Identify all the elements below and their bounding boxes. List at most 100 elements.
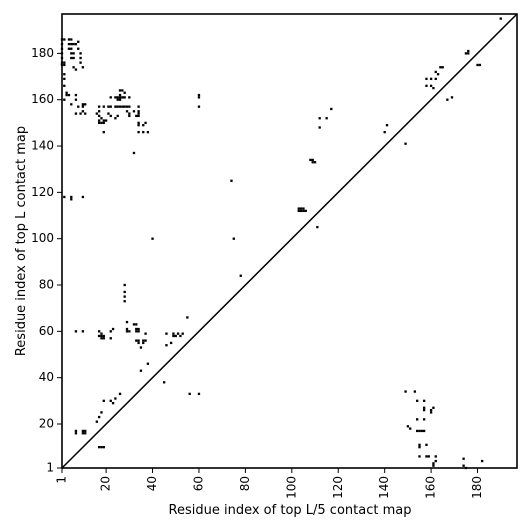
contact-point-top-l5	[420, 429, 423, 433]
contact-point-top-l5	[416, 429, 419, 433]
contact-point-top-l	[123, 283, 126, 287]
contact-point-top-l	[429, 77, 433, 81]
contact-point-top-l	[74, 429, 78, 433]
contact-point-top-l	[311, 158, 314, 162]
contact-point-top-l	[63, 195, 66, 199]
contact-point-top-l	[67, 47, 71, 50]
y-tick-label: 160	[31, 92, 54, 106]
y-tick-label: 180	[31, 46, 54, 60]
contact-point-top-l	[325, 117, 328, 120]
contact-point-top-l	[118, 96, 122, 99]
contact-point-top-l	[302, 207, 305, 210]
x-tick-label: 1	[55, 476, 69, 484]
contact-point-top-l	[123, 300, 126, 303]
contact-point-top-l	[109, 337, 112, 340]
contact-point-top-l	[385, 124, 389, 127]
x-tick-label: 160	[424, 476, 438, 499]
x-axis-label: Residue index of top L/5 contact map	[169, 503, 412, 518]
contact-point-top-l	[100, 445, 103, 449]
contact-point-top-l	[123, 290, 126, 294]
contact-point-top-l	[172, 332, 175, 335]
contact-point-top-l	[114, 397, 117, 400]
y-tick-label: 1	[46, 461, 54, 475]
contact-point-top-l5	[422, 399, 426, 402]
contact-point-top-l	[464, 52, 468, 55]
contact-point-top-l	[121, 105, 124, 108]
contact-point-top-l	[74, 112, 78, 115]
contact-point-top-l	[137, 124, 140, 127]
contact-point-top-l	[67, 38, 71, 41]
contact-point-top-l	[499, 17, 502, 20]
contact-point-top-l	[135, 327, 138, 331]
contact-point-top-l	[95, 112, 98, 115]
contact-point-top-l	[179, 334, 182, 338]
contact-point-top-l5	[418, 445, 421, 449]
contact-point-top-l5	[429, 411, 433, 414]
contact-point-top-l5	[425, 443, 428, 446]
contact-point-top-l	[165, 344, 168, 347]
contact-point-top-l	[77, 105, 80, 108]
contact-point-top-l	[114, 117, 117, 120]
contact-point-top-l	[137, 105, 140, 108]
x-tick-label: 180	[470, 476, 484, 499]
contact-point-top-l	[132, 151, 136, 155]
contact-point-top-l	[197, 105, 201, 108]
contact-point-top-l	[139, 346, 143, 349]
contact-point-top-l	[79, 112, 82, 115]
contact-point-top-l	[142, 341, 145, 345]
y-tick-label: 100	[31, 231, 54, 245]
contact-point-top-l	[116, 98, 119, 101]
contact-point-top-l	[102, 445, 105, 449]
contact-point-top-l	[121, 96, 124, 99]
contact-point-top-l	[97, 119, 101, 122]
contact-point-top-l	[116, 105, 119, 108]
contact-point-top-l	[142, 130, 145, 134]
contact-point-top-l5	[481, 459, 484, 463]
contact-point-top-l5	[418, 429, 421, 433]
contact-point-top-l	[74, 93, 78, 97]
contact-point-top-l	[100, 337, 103, 340]
contact-point-top-l	[169, 341, 173, 345]
contact-point-top-l5	[416, 418, 419, 421]
y-axis-label: Residue index of top L contact map	[14, 126, 29, 356]
contact-point-top-l	[125, 327, 129, 331]
contact-point-top-l	[446, 98, 449, 101]
contact-point-top-l	[135, 114, 138, 118]
contact-point-top-l5	[404, 390, 407, 393]
contact-point-top-l	[429, 84, 433, 87]
contact-point-top-l	[102, 337, 105, 340]
contact-point-top-l	[439, 66, 442, 69]
contact-point-top-l	[116, 114, 119, 118]
contact-point-top-l	[81, 432, 85, 435]
contact-point-top-l	[95, 420, 98, 423]
contact-point-top-l	[70, 47, 73, 50]
contact-point-top-l	[404, 142, 407, 145]
contact-point-top-l	[70, 103, 73, 106]
contact-point-top-l	[135, 323, 138, 326]
contact-point-top-l	[107, 112, 110, 115]
contact-point-top-l	[476, 63, 479, 67]
contact-point-top-l	[197, 392, 201, 396]
contact-point-top-l	[467, 49, 470, 53]
contact-point-top-l	[67, 42, 71, 46]
contact-point-top-l	[135, 330, 138, 333]
contact-point-top-l	[102, 119, 105, 122]
contact-point-top-l	[77, 47, 80, 50]
contact-point-top-l	[297, 207, 300, 210]
contact-point-top-l	[144, 121, 147, 125]
contact-point-top-l5	[462, 464, 465, 467]
y-tick-label: 80	[39, 278, 54, 292]
contact-point-top-l	[102, 121, 105, 125]
contact-point-top-l	[100, 411, 103, 414]
contact-point-top-l	[297, 209, 300, 213]
contact-point-top-l	[74, 330, 78, 333]
contact-point-top-l	[107, 105, 110, 108]
contact-point-top-l	[146, 362, 150, 365]
contact-point-top-l	[123, 91, 126, 94]
contact-point-top-l	[125, 330, 129, 333]
contact-point-top-l	[441, 66, 444, 69]
x-tick-label: 140	[377, 476, 391, 499]
contact-point-top-l	[100, 121, 103, 125]
points-layer	[60, 17, 502, 470]
contact-point-top-l	[72, 42, 75, 46]
